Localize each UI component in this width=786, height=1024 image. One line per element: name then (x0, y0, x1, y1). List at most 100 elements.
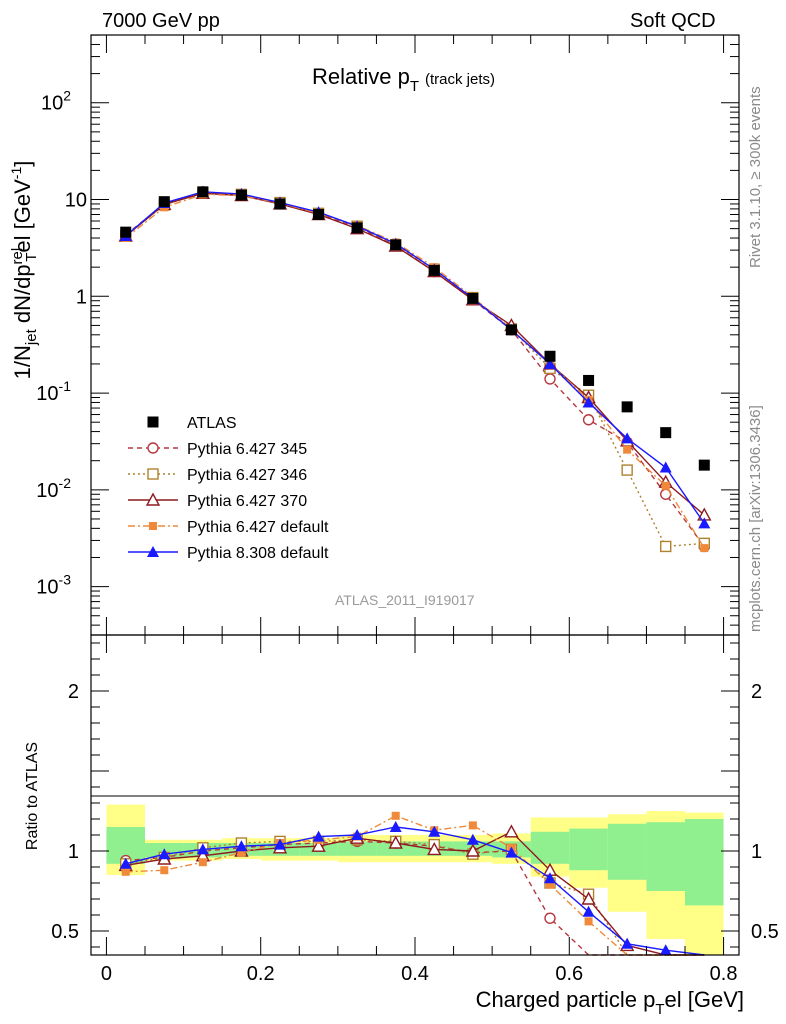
main-y-tick-label: 1 (76, 286, 87, 308)
x-axis-label: Charged particle pTel [GeV] (476, 987, 744, 1018)
main-panel: 10-3 10-2 10-1 1 10 102 Relative pT (track jet… (8, 34, 740, 636)
ratio-series-point (505, 846, 518, 858)
ratio-band-inner (685, 819, 724, 906)
main-series-point (700, 544, 709, 553)
ratio-series-point (546, 880, 554, 889)
main-series-line-4 (125, 191, 705, 524)
main-y-tick-label: 10-3 (36, 572, 71, 599)
atlas-data-point (467, 292, 479, 304)
atlas-data-point (621, 401, 633, 413)
ratio-series-point (621, 937, 634, 949)
atlas-data-point (274, 198, 286, 210)
legend-marker (149, 522, 157, 530)
ratio-series-layer (118, 811, 705, 956)
atlas-data-point (390, 239, 402, 251)
ratio-series-point (351, 829, 364, 840)
main-y-tick-label: 10-1 (36, 378, 71, 405)
ratio-series-point (388, 835, 403, 849)
x-tick-label: 0.2 (247, 963, 275, 985)
ratio-series-point (160, 866, 169, 875)
x-tick-label: 0.8 (710, 963, 738, 985)
ratio-y-tick-label-left: 1 (68, 841, 79, 863)
x-tick-label: 0 (101, 963, 112, 985)
legend-marker (147, 416, 159, 428)
main-series-point (659, 461, 672, 473)
legend-label: Pythia 6.427 346 (187, 467, 307, 484)
ratio-series-point (158, 848, 171, 860)
ratio-y-tick-label-left: 0.5 (51, 921, 79, 943)
ratio-series-point (659, 944, 672, 956)
ratio-series-line-4 (125, 826, 705, 956)
ratio-series-line-0 (125, 840, 705, 956)
ratio-band-inner (569, 828, 608, 871)
legend-label: Pythia 6.427 345 (187, 441, 307, 458)
ratio-series-point (466, 833, 479, 845)
legend-marker (145, 492, 161, 506)
analysis-id: ATLAS_2011_I919017 (335, 592, 475, 608)
main-series-point (582, 414, 595, 426)
main-series-point (621, 432, 634, 444)
ratio-series-point (237, 848, 246, 857)
main-series-line-3 (125, 193, 705, 549)
main-series-point (621, 464, 633, 476)
ratio-series-point (274, 838, 286, 850)
ratio-band-inner (646, 822, 685, 891)
ratio-series-line-3 (125, 815, 705, 956)
ratio-series-point (198, 858, 207, 867)
atlas-data-point (235, 189, 247, 201)
ratio-series-point (504, 824, 519, 838)
main-y-tick-label: 102 (41, 88, 71, 115)
legend-label: Pythia 6.427 default (187, 519, 329, 536)
atlas-data-point (351, 222, 363, 234)
legend-marker (147, 468, 159, 480)
ratio-series-point (311, 838, 326, 852)
legend-label: Pythia 6.427 370 (187, 493, 307, 510)
x-ticks: 0 0.2 0.4 0.6 0.8 (101, 35, 738, 985)
ratio-series-point (581, 891, 596, 905)
ratio-series-point (468, 821, 477, 830)
x-tick-label: 0.6 (555, 963, 583, 985)
process-label: Soft QCD (630, 10, 716, 32)
atlas-data-point (698, 459, 710, 471)
atlas-data-point (505, 324, 517, 336)
atlas-data-point (120, 226, 132, 238)
ratio-series-point (391, 811, 400, 820)
main-series-point (623, 445, 632, 454)
ratio-series-point (465, 843, 481, 857)
legend-marker (147, 442, 159, 454)
ratio-series-point (582, 905, 595, 917)
ratio-series-point (196, 843, 209, 855)
main-series-point (544, 373, 556, 385)
atlas-data-point (544, 350, 556, 362)
atlas-data-point (660, 427, 672, 439)
atlas-data-point (158, 196, 170, 208)
atlas-data-point (197, 186, 209, 198)
ratio-band-inner (337, 841, 377, 856)
main-series-point (698, 517, 711, 529)
ratio-band-inner (530, 831, 570, 864)
atlas-data-point (313, 209, 325, 221)
atlas-data-point (428, 264, 440, 276)
main-data-layer (120, 186, 710, 471)
ratio-series-point (584, 917, 593, 926)
main-series-point (544, 357, 556, 369)
ratio-series-line-1 (125, 839, 705, 956)
ratio-series-point (544, 872, 556, 884)
ratio-y-tick-label-right: 0.5 (751, 921, 779, 943)
main-series-point (661, 481, 670, 490)
energy-label: 7000 GeV pp (102, 10, 220, 32)
ratio-series-line-2 (125, 830, 705, 956)
legend-label: Pythia 8.308 default (187, 545, 329, 562)
ratio-series-point (312, 830, 325, 842)
main-ticks: 10-3 10-2 10-1 1 10 102 (36, 34, 739, 626)
x-tick-label: 0.4 (401, 963, 429, 985)
legend-label: ATLAS (187, 415, 237, 432)
ratio-series-point (235, 840, 248, 852)
ratio-series-point (121, 867, 130, 876)
ratio-y-tick-label-right: 1 (751, 841, 762, 863)
ratio-y-tick-label-left: 2 (68, 681, 79, 703)
main-y-tick-label: 10 (65, 190, 87, 212)
main-y-tick-label: 10-2 (36, 475, 71, 502)
ratio-ticks: 0.5 0.5 1 1 2 2 (51, 642, 779, 948)
